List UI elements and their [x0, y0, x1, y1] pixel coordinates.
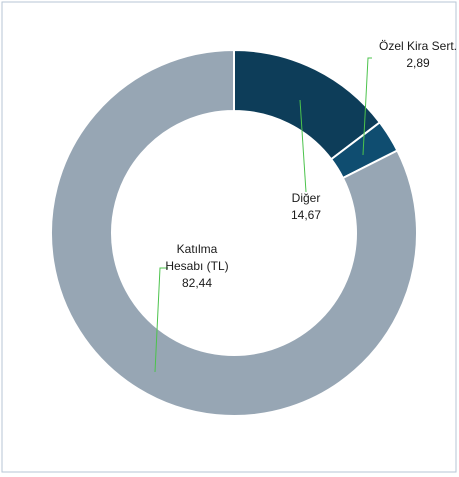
value-label: 82,44 — [181, 276, 213, 290]
category-label: Katılma Hesabı (TL) — [165, 242, 229, 273]
leader-line — [299, 99, 307, 193]
donut-slice — [50, 48, 418, 417]
category-label: Diğer — [291, 191, 321, 205]
leader-lines — [154, 57, 372, 373]
leader-line — [362, 57, 372, 156]
data-label: Diğer 14,67 — [291, 190, 321, 224]
data-label: Katılma Hesabı (TL) 82,44 — [158, 241, 236, 292]
leader-line — [154, 267, 168, 373]
category-label: Özel Kira Sert. — [378, 39, 458, 53]
value-label: 2,89 — [406, 56, 430, 70]
value-label: 14,67 — [290, 208, 322, 222]
slices — [50, 48, 418, 417]
data-label: Özel Kira Sert. 2,89 — [379, 38, 457, 72]
